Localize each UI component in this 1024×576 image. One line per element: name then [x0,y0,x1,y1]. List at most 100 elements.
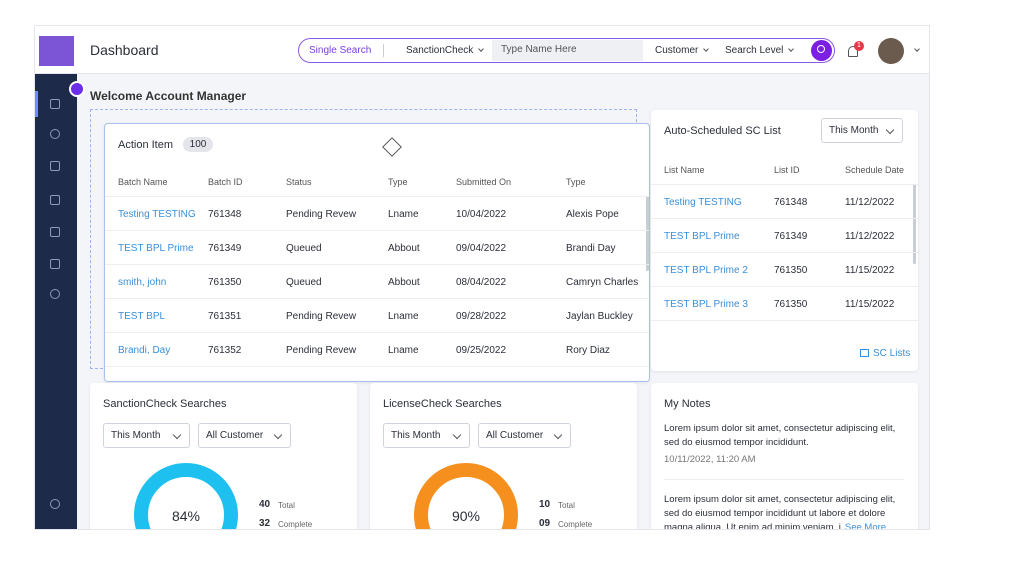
welcome: Welcome Account Manager [90,89,247,103]
nav-reports[interactable] [50,227,60,237]
nav-files[interactable] [50,259,60,269]
column-header: Submitted On [456,177,512,187]
cell: 761352 [208,345,242,356]
sidebar-toggle[interactable] [69,81,85,97]
card-title: Auto-Scheduled SC List [664,125,781,137]
cell: Lname [388,345,419,356]
logo[interactable] [39,36,74,66]
row-divider [105,366,649,367]
row-link[interactable]: Brandi, Day [118,345,171,356]
nav-lists[interactable] [50,195,60,205]
search-button[interactable] [811,40,832,61]
avatar-chevron[interactable] [914,46,920,52]
month-select[interactable]: This Month [821,118,903,143]
cell: 11/12/2022 [845,197,895,208]
cell: 761348 [774,197,808,208]
filter-select[interactable]: All Customer [478,423,571,448]
stat-value: 32 [259,518,271,529]
cell: Abbout [388,243,420,254]
customer-label: Customer [655,45,699,56]
nav-dashboard[interactable] [50,99,60,109]
level-label: Search Level [725,45,784,56]
search-input[interactable]: Type Name Here [492,40,643,61]
cell: Pending Revew [286,209,357,220]
cell: 10/04/2022 [456,209,507,220]
cell: 761351 [208,311,242,322]
scheduled-card: Auto-Scheduled SC List This Month SC Lis… [651,110,918,371]
cell: 11/15/2022 [845,299,895,310]
bell[interactable] [848,46,858,57]
column-header: Type [388,177,408,187]
customer-select[interactable]: Customer [655,45,710,57]
cell: Camryn Charles [566,277,639,288]
move-handle[interactable] [382,137,402,157]
search-type[interactable]: SanctionCheck [406,45,485,57]
stat-label: Total [278,501,295,510]
action-card: Action Item 100 Batch Name Batch ID Status… [104,123,650,382]
search-type-label: SanctionCheck [406,45,474,56]
scrollbar[interactable] [646,196,649,271]
nav-settings[interactable] [50,499,60,509]
header-divider [105,196,649,197]
row-link[interactable]: TEST BPL Prime [118,243,194,254]
cell: 08/04/2022 [456,277,507,288]
search-bar: Single Search SanctionCheck Type Name He… [298,38,835,63]
row-link[interactable]: smith, john [118,277,167,288]
cell: 11/15/2022 [845,265,895,276]
row-divider [651,320,918,321]
nav-users[interactable] [50,161,60,171]
cell: 761350 [208,277,242,288]
filter-select[interactable]: All Customer [198,423,291,448]
filter-select[interactable]: This Month [383,423,470,448]
search-mode[interactable]: Single Search [309,45,372,56]
row-link[interactable]: TEST BPL [118,311,166,322]
column-header: List Name [664,165,705,175]
column-header: Batch ID [208,177,243,187]
note-text: Lorem ipsum dolor sit amet, consectetur … [664,494,896,530]
cell: 09/28/2022 [456,311,507,322]
note-text: Lorem ipsum dolor sit amet, consectetur … [664,423,896,448]
cell: Queued [286,277,322,288]
sc-lists-link[interactable]: SC Lists [860,348,910,360]
notes-card: My Notes Lorem ipsum dolor sit amet, con… [651,383,918,530]
row-link[interactable]: TEST BPL Prime 2 [664,265,748,276]
header-divider [651,184,918,185]
row-link[interactable]: TEST BPL Prime [664,231,740,242]
stat-value: 10 [539,499,551,510]
count-badge: 100 [183,137,213,152]
sidebar [35,74,77,529]
stat-value: 09 [539,518,551,529]
avatar[interactable] [878,38,904,64]
donut-percent: 84% [171,508,201,524]
divider [383,44,384,57]
cell: Queued [286,243,322,254]
column-header: Schedule Date [845,165,905,175]
note: Lorem ipsum dolor sit amet, consectetur … [664,422,909,450]
cell: Jaylan Buckley [566,311,633,322]
note-divider [664,479,904,480]
stat-value: 40 [259,499,271,510]
cell: Brandi Day [566,243,616,254]
cell: Rory Diaz [566,345,610,356]
scrollbar[interactable] [913,184,916,264]
note: Lorem ipsum dolor sit amet, consectetur … [664,493,909,530]
level-select[interactable]: Search Level [725,45,795,57]
row-divider [651,252,918,253]
card-title: Action Item [118,139,174,151]
row-divider [105,332,649,333]
row-link[interactable]: Testing TESTING [118,209,196,220]
nav-help[interactable] [50,289,60,299]
filter-select[interactable]: This Month [103,423,190,448]
row-link[interactable]: TEST BPL Prime 3 [664,299,748,310]
row-divider [651,218,918,219]
see-more-link[interactable]: See More [844,522,887,530]
column-header: Type [566,177,586,187]
nav-search[interactable] [50,129,60,139]
column-header: Status [286,177,312,187]
card-title: SanctionCheck Searches [103,398,227,410]
cell: 11/12/2022 [845,231,895,242]
row-link[interactable]: Testing TESTING [664,197,742,208]
link-text: SC Lists [873,348,911,359]
search-placeholder: Type Name Here [501,44,577,55]
